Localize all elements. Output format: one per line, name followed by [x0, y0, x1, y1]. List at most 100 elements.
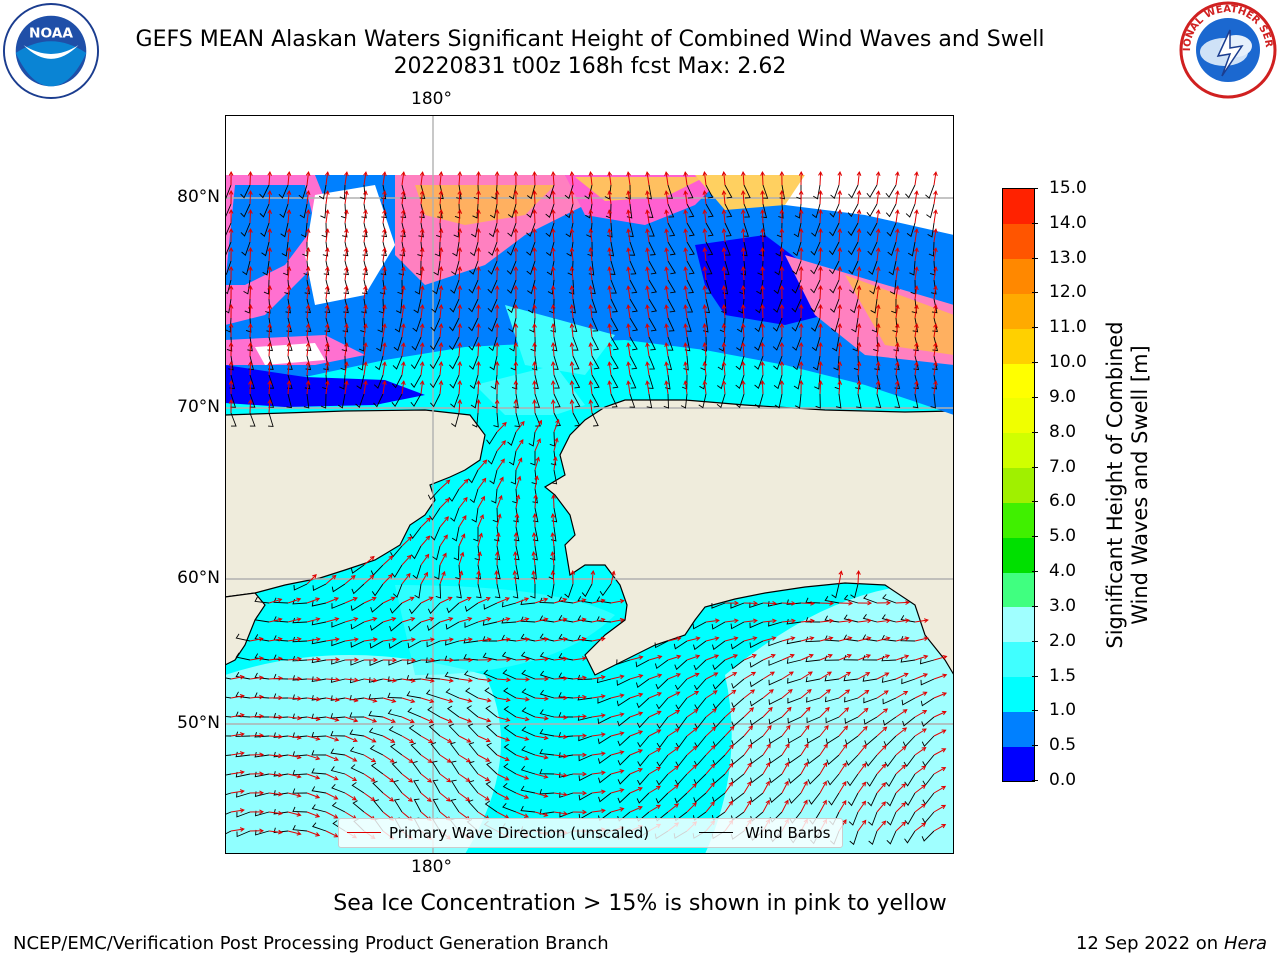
wind-barb [464, 602, 479, 612]
wave-direction-arrowhead [524, 755, 530, 761]
wind-barb [303, 260, 309, 276]
wind-barb [827, 773, 840, 786]
wave-direction-arrow [496, 477, 504, 490]
wave-direction-arrow [515, 658, 530, 661]
wave-direction-arrowhead [462, 515, 467, 520]
wind-barb [235, 771, 251, 778]
wave-direction-arrow [306, 381, 310, 395]
wave-direction-arrowhead [505, 697, 511, 703]
wave-direction-arrowhead [239, 808, 245, 813]
wave-direction-arrowhead [875, 323, 881, 329]
wind-barb [368, 727, 384, 737]
wave-direction-arrow [553, 677, 568, 680]
wave-direction-arrow [306, 754, 320, 760]
wind-barb [919, 658, 935, 665]
wave-direction-arrowhead [582, 694, 587, 700]
colorbar-tick-label: 11.0 [1032, 319, 1087, 336]
wind-barb [485, 723, 498, 737]
wind-barb [262, 260, 270, 276]
wave-direction-arrowhead [818, 265, 823, 271]
wave-direction-arrow [724, 637, 738, 642]
wave-direction-arrow [895, 783, 906, 794]
wave-direction-arrow [589, 324, 593, 338]
wave-direction-arrowhead [409, 596, 415, 601]
wind-barb [866, 222, 878, 237]
wave-direction-arrowhead [798, 189, 804, 195]
wave-direction-arrowhead [401, 266, 406, 272]
wind-barb [768, 640, 783, 647]
wave-direction-arrow [876, 726, 887, 737]
wave-direction-arrow [287, 305, 290, 319]
wind-barb [261, 241, 270, 257]
wave-direction-arrow [933, 267, 937, 281]
wave-direction-arrowhead [674, 803, 680, 808]
wind-barb [429, 374, 441, 389]
wave-direction-arrowhead [259, 713, 265, 719]
wave-direction-arrowhead [619, 807, 625, 812]
wave-direction-arrow [533, 285, 536, 300]
wave-direction-arrowhead [862, 725, 868, 731]
wind-barb [247, 336, 253, 352]
wave-direction-arrowhead [875, 190, 881, 196]
wave-direction-arrowhead [401, 285, 406, 291]
wave-direction-arrow [458, 716, 472, 723]
wave-direction-arrowhead [494, 322, 500, 328]
wave-direction-arrowhead [315, 775, 321, 780]
wave-direction-arrowhead [371, 596, 377, 602]
wind-barb [362, 222, 368, 238]
wind-barb [449, 374, 460, 389]
wind-barb [587, 241, 593, 257]
wave-direction-arrow [439, 735, 452, 743]
wave-direction-arrowhead [494, 569, 499, 575]
wind-barb [381, 241, 387, 257]
wind-barb [418, 222, 424, 238]
wave-direction-arrowhead [372, 718, 378, 723]
wave-direction-arrowhead [457, 284, 463, 290]
wave-direction-arrowhead [278, 810, 283, 816]
wind-barb [637, 754, 650, 767]
wave-direction-arrowhead [550, 303, 556, 309]
wind-barb [503, 724, 517, 737]
wind-barb [646, 393, 653, 409]
wave-direction-arrow [608, 267, 612, 281]
wind-barb [545, 184, 555, 200]
wind-barb [769, 792, 783, 804]
wave-direction-arrow [325, 638, 339, 642]
land-alaska-canada [543, 399, 954, 677]
wave-direction-arrowhead [259, 752, 265, 758]
wave-direction-arrow [553, 598, 567, 604]
wave-direction-arrowhead [626, 209, 631, 215]
wave-direction-arrow [458, 191, 461, 205]
wind-barb [323, 355, 329, 371]
wind-barb [226, 336, 233, 352]
wave-direction-arrow [762, 689, 774, 699]
wind-barb [577, 695, 593, 701]
lon-label-bottom: 180° [411, 857, 452, 877]
wind-barb [855, 374, 861, 390]
wave-direction-arrow [627, 172, 631, 186]
wind-barb [749, 697, 764, 707]
wave-direction-arrow [306, 248, 310, 262]
wave-direction-arrowhead [588, 190, 594, 195]
wave-direction-arrow [703, 324, 707, 338]
wind-barb [881, 677, 897, 683]
wave-direction-arrowhead [476, 208, 481, 214]
wave-direction-arrow [857, 744, 867, 756]
wave-direction-arrow [914, 191, 918, 205]
wave-direction-arrow [306, 229, 310, 243]
wave-direction-arrowhead [371, 738, 377, 743]
wave-direction-arrow [458, 773, 471, 782]
wave-direction-arrowhead [407, 536, 413, 542]
wave-direction-arrow [552, 380, 555, 395]
wave-direction-arrowhead [779, 341, 785, 347]
wave-direction-arrowhead [543, 754, 549, 760]
wind-barb [635, 678, 650, 689]
wave-direction-arrowhead [228, 341, 234, 347]
wave-direction-arrow [268, 735, 283, 738]
wave-direction-arrowhead [569, 209, 575, 214]
wave-direction-arrowhead [664, 323, 669, 329]
wind-barb [469, 241, 479, 257]
wave-direction-arrow [571, 286, 574, 300]
wind-barb [598, 773, 612, 784]
wave-direction-arrowhead [563, 676, 569, 681]
